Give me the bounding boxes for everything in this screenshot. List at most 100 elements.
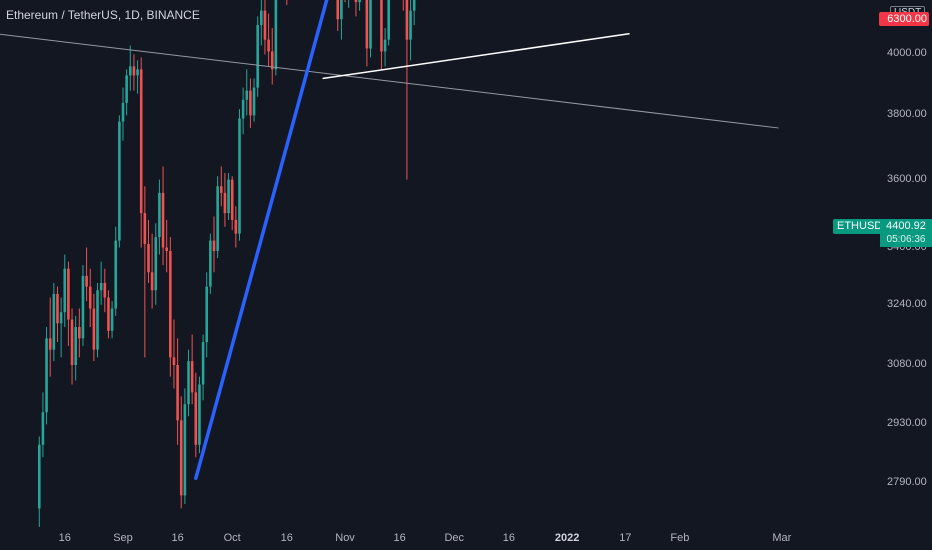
candle-body <box>365 0 369 49</box>
chart-title: Ethereum / TetherUS, 1D, BINANCE <box>6 8 200 22</box>
price-tick-label: 4200.00 <box>887 0 927 1</box>
price-tick-label: 3240.00 <box>887 297 927 310</box>
candle-body <box>241 99 245 119</box>
candle-body <box>190 361 194 393</box>
candle-body <box>99 283 103 291</box>
time-tick-label: 16 <box>280 532 293 544</box>
candle-body <box>172 357 176 366</box>
candle-body <box>143 213 147 245</box>
candle-body <box>114 240 118 309</box>
candle-body <box>179 420 183 496</box>
time-tick-label: Nov <box>335 532 355 544</box>
candle-body <box>52 293 56 350</box>
time-tick-label: 16 <box>171 532 184 544</box>
candle-body <box>37 444 41 509</box>
candle-body <box>252 87 256 116</box>
candle-body <box>125 75 128 103</box>
candle-body <box>161 192 165 248</box>
current-price-tag: 4400.92 05:06:36 <box>880 219 932 247</box>
candle-body <box>165 247 168 252</box>
candle-body <box>234 219 238 234</box>
candle-body <box>383 39 387 52</box>
candle-body <box>260 10 263 26</box>
price-axis[interactable]: 6400.006000.005600.005200.004800.004200.… <box>880 0 932 527</box>
candle-body <box>358 0 361 3</box>
candle-body <box>154 237 158 291</box>
time-tick-label: Feb <box>670 532 690 544</box>
candle-body <box>128 66 132 76</box>
candle-body <box>81 275 85 339</box>
candle-body <box>67 268 70 320</box>
candle-body <box>227 179 230 214</box>
candle-body <box>147 244 150 273</box>
candle-body <box>139 69 143 214</box>
candle-body <box>169 251 172 358</box>
candle-body <box>78 327 81 339</box>
candle-body <box>409 10 412 40</box>
price-tick-label: 3600.00 <box>887 172 927 185</box>
candle-body <box>209 240 212 287</box>
candle-body <box>194 392 198 445</box>
chart-area[interactable]: Ethereum / TetherUS, 1D, BINANCE <box>0 0 880 531</box>
candle-body <box>369 0 372 49</box>
candle-body <box>103 283 107 298</box>
candle-body <box>56 293 59 324</box>
candle-body <box>256 25 259 88</box>
candle-body <box>74 327 77 366</box>
candle-body <box>238 118 241 234</box>
candle-body <box>187 361 190 405</box>
candle-body <box>158 192 161 238</box>
time-tick-label: 16 <box>502 532 515 544</box>
candle-body <box>230 179 234 220</box>
candle-body <box>110 308 114 331</box>
candle-body <box>336 0 340 20</box>
candle-body <box>219 186 223 193</box>
lower-trendline <box>322 33 630 80</box>
time-tick-label: 2022 <box>554 532 580 544</box>
candle-body <box>412 0 416 11</box>
time-tick-label: 17 <box>619 532 632 544</box>
candle-body <box>223 192 227 214</box>
price-tick-label: 3800.00 <box>887 108 927 121</box>
candle-body <box>183 404 187 496</box>
price-tick-label: 4000.00 <box>887 47 927 60</box>
candle-body <box>132 66 136 76</box>
bar-countdown: 05:06:36 <box>886 234 926 245</box>
candle-body <box>216 186 219 252</box>
blue-uptrend-arrow <box>194 0 329 481</box>
candle-body <box>205 286 209 343</box>
candle-body <box>121 102 125 122</box>
price-tick-label: 2790.00 <box>887 475 927 488</box>
time-tick-label: 16 <box>393 532 406 544</box>
alert-price-tag: 6300.00 <box>879 12 929 26</box>
candle-body <box>270 51 274 70</box>
candle-body <box>45 338 48 413</box>
candle-body <box>48 338 52 350</box>
candle-body <box>96 290 99 350</box>
candle-body <box>354 0 358 3</box>
candle-body <box>136 69 139 76</box>
candle-body <box>201 342 205 385</box>
candle-body <box>212 240 216 252</box>
candle-body <box>245 90 249 100</box>
price-tick-label: 3080.00 <box>887 358 927 370</box>
time-tick-label: Dec <box>444 532 465 544</box>
time-tick-label: 16 <box>58 532 71 544</box>
long-trendline <box>0 33 779 129</box>
candle-body <box>85 275 88 287</box>
candle-body <box>63 268 67 313</box>
symbol-price-tag: ETHUSDT <box>833 219 893 234</box>
price-chart[interactable] <box>0 0 880 531</box>
candle-body <box>92 308 96 350</box>
candle-body <box>274 0 278 70</box>
candle-body <box>249 90 252 116</box>
time-tick-label: Sep <box>113 532 133 544</box>
candle-body <box>107 297 110 331</box>
candle-body <box>70 319 74 366</box>
time-axis[interactable]: 16 Sep 16 Oct 16 Nov 16 Dec 16 2022 17 Feb Mar <box>0 527 880 550</box>
candle-body <box>41 412 45 445</box>
candle-body <box>150 272 154 291</box>
candle-body <box>340 0 343 20</box>
candle-body <box>176 365 179 421</box>
candle-body <box>88 286 92 309</box>
